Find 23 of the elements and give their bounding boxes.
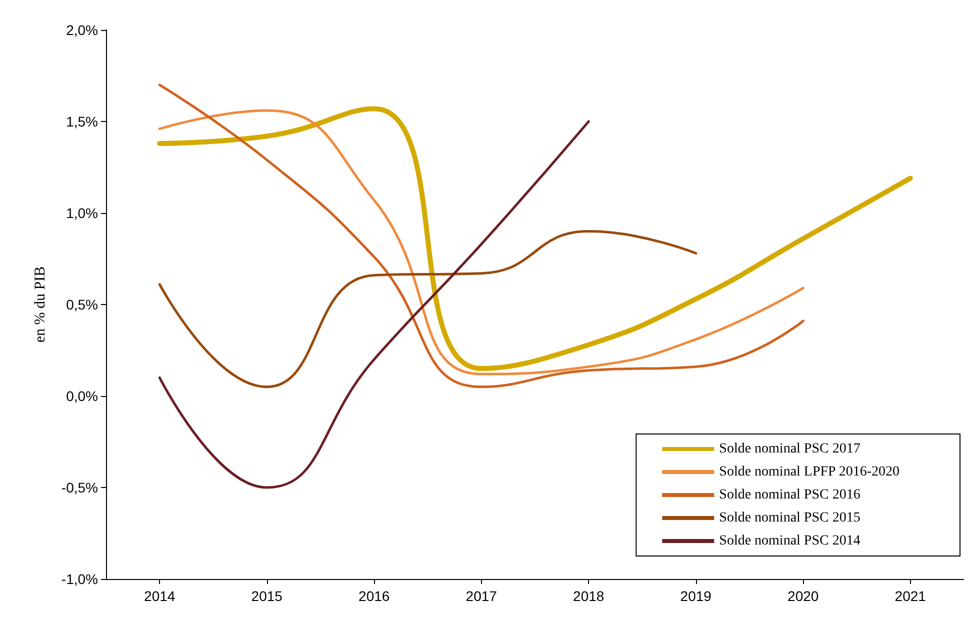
y-tick-label: 0,0%	[66, 388, 98, 404]
legend-label: Solde nominal PSC 2015	[719, 510, 860, 526]
x-tick-label: 2019	[680, 588, 712, 604]
y-tick-label: 1,5%	[66, 114, 98, 130]
x-tick-label: 2018	[573, 588, 604, 604]
legend-label: Solde nominal PSC 2017	[719, 442, 860, 456]
y-tick-label: 1,0%	[66, 205, 98, 221]
x-tick-label: 2021	[894, 588, 926, 604]
x-tick-label: 2014	[144, 588, 176, 604]
x-tick-label: 2015	[251, 588, 283, 604]
legend-label: Solde nominal PSC 2014	[719, 534, 860, 548]
x-tick-label: 2017	[466, 588, 498, 604]
line-series	[158, 120, 590, 489]
x-tick-label: 2016	[358, 588, 390, 604]
legend-label: Solde nominal LPFP 2016-2020	[719, 464, 900, 480]
y-tick-label: 2,0%	[66, 22, 98, 38]
legend-label: Solde nominal PSC 2016	[719, 488, 860, 502]
x-tick-label: 2020	[788, 588, 819, 604]
y-tick-label: -1,0%	[61, 571, 98, 587]
y-tick-label: 0,5%	[66, 296, 98, 312]
y-axis-title: en % du PIB	[32, 266, 48, 343]
line-series	[158, 230, 698, 388]
y-tick-label: -0,5%	[61, 480, 98, 496]
